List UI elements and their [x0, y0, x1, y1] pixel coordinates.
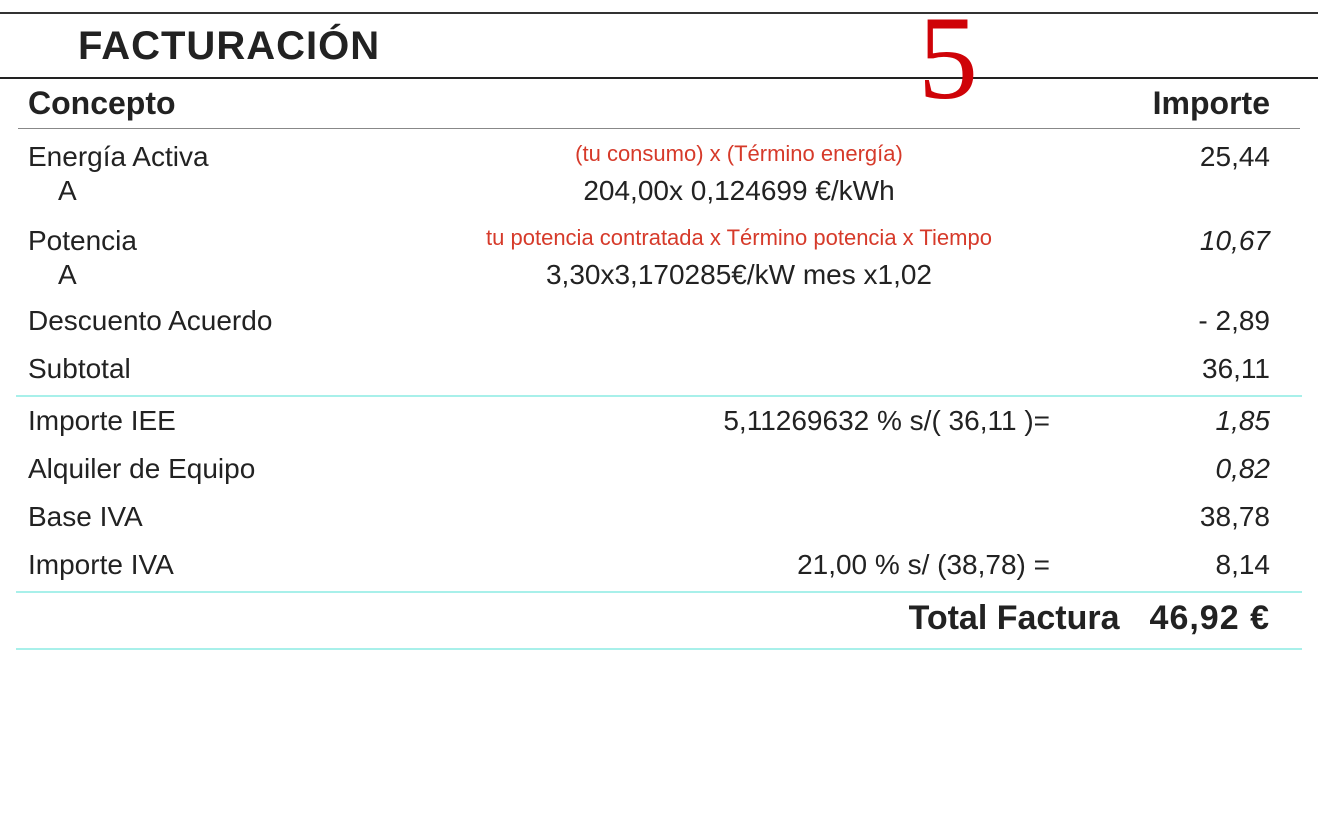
- energia-amount: 25,44: [1090, 133, 1290, 173]
- row-total: Total Factura 46,92 €: [0, 593, 1318, 646]
- importe-iva-calc: 21,00 % s/ (38,78) =: [448, 549, 1090, 581]
- section-title: FACTURACIÓN: [78, 24, 1318, 69]
- alquiler-amount: 0,82: [1090, 453, 1290, 485]
- energia-calc: 204,00x 0,124699 €/kWh: [388, 173, 1090, 207]
- potencia-sub-label: A: [28, 257, 388, 291]
- importe-iva-amount: 8,14: [1090, 549, 1290, 581]
- row-potencia: Potencia tu potencia contratada x Términ…: [0, 213, 1318, 257]
- iee-label: Importe IEE: [28, 405, 448, 437]
- potencia-annotation: tu potencia contratada x Término potenci…: [388, 225, 1090, 251]
- row-subtotal: Subtotal 36,11: [0, 345, 1318, 393]
- page-marker: 5: [918, 0, 978, 118]
- importe-iva-label: Importe IVA: [28, 549, 448, 581]
- descuento-label: Descuento Acuerdo: [28, 305, 448, 337]
- base-iva-amount: 38,78: [1090, 501, 1290, 533]
- header-concepto: Concepto: [28, 85, 176, 122]
- row-potencia-sub: A 3,30x3,170285€/kW mes x1,02: [0, 257, 1318, 297]
- subtotal-label: Subtotal: [28, 353, 448, 385]
- base-iva-label: Base IVA: [28, 501, 448, 533]
- total-amount: 46,92 €: [1150, 599, 1290, 638]
- row-importe-iva: Importe IVA 21,00 % s/ (38,78) = 8,14: [0, 541, 1318, 589]
- potencia-calc: 3,30x3,170285€/kW mes x1,02: [388, 257, 1090, 291]
- iee-calc: 5,11269632 % s/( 36,11 )=: [448, 405, 1090, 437]
- iee-amount: 1,85: [1090, 405, 1290, 437]
- potencia-amount: 10,67: [1090, 217, 1290, 257]
- energia-sub-label: A: [28, 173, 388, 207]
- potencia-label: Potencia: [28, 217, 388, 257]
- header-importe: Importe: [1153, 85, 1290, 122]
- row-energia: Energía Activa (tu consumo) x (Término e…: [0, 129, 1318, 173]
- row-base-iva: Base IVA 38,78: [0, 493, 1318, 541]
- energia-label: Energía Activa: [28, 133, 388, 173]
- title-row: FACTURACIÓN 5: [0, 14, 1318, 77]
- row-energia-sub: A 204,00x 0,124699 €/kWh: [0, 173, 1318, 213]
- row-alquiler: Alquiler de Equipo 0,82: [0, 445, 1318, 493]
- row-iee: Importe IEE 5,11269632 % s/( 36,11 )= 1,…: [0, 397, 1318, 445]
- energia-annotation-wrap: (tu consumo) x (Término energía): [388, 133, 1090, 169]
- table-header: Concepto Importe: [0, 79, 1318, 126]
- descuento-amount: - 2,89: [1090, 305, 1290, 337]
- cyan-rule-3: [16, 648, 1302, 650]
- alquiler-label: Alquiler de Equipo: [28, 453, 448, 485]
- potencia-annotation-wrap: tu potencia contratada x Término potenci…: [388, 217, 1090, 253]
- total-label: Total Factura: [909, 599, 1120, 638]
- energia-annotation: (tu consumo) x (Término energía): [388, 141, 1090, 167]
- subtotal-amount: 36,11: [1090, 353, 1290, 385]
- row-descuento: Descuento Acuerdo - 2,89: [0, 297, 1318, 345]
